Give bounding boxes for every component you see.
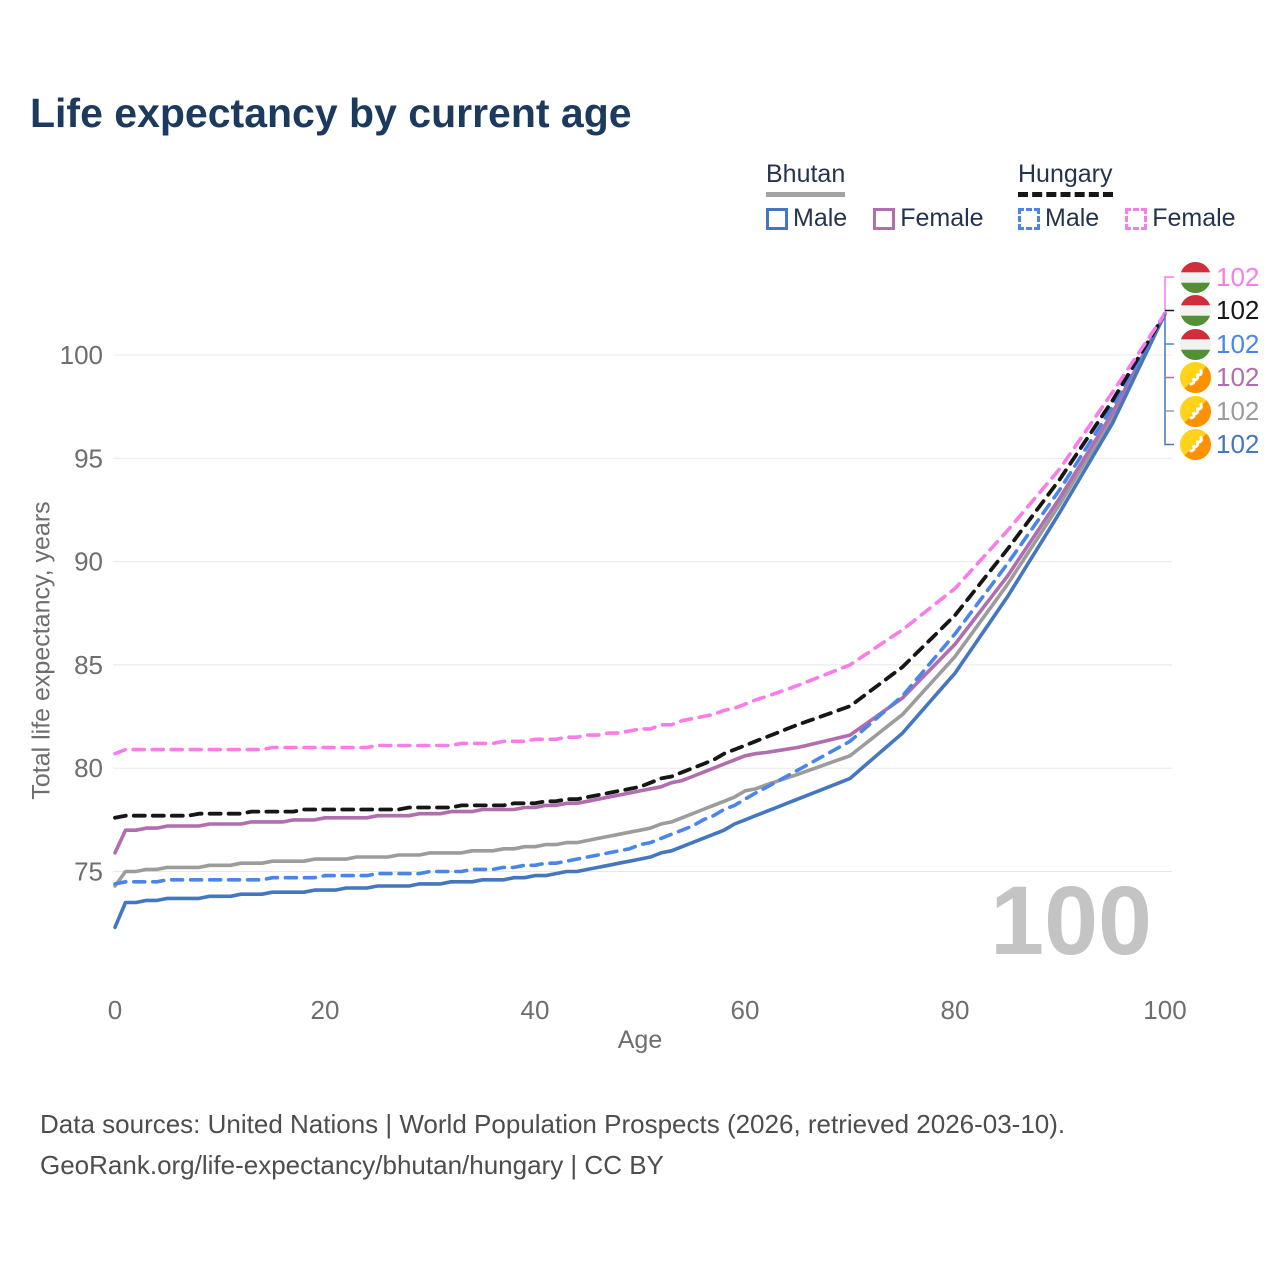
end-value-hungary-male: 102	[1216, 328, 1260, 359]
footer: Data sources: United Nations | World Pop…	[40, 1104, 1065, 1186]
series-line-hungary-male[interactable]	[113, 311, 1167, 886]
legend-item-bhutan-male[interactable]: Male	[766, 204, 847, 233]
legend-label-hungary-male: Male	[1045, 204, 1100, 232]
x-tick-label-20: 20	[311, 995, 340, 1025]
end-label-hungary: 102	[1180, 295, 1259, 327]
series-line-bhutan[interactable]	[113, 311, 1167, 888]
y-tick-label-80: 80	[74, 753, 103, 783]
bhutan-flag-icon	[1180, 362, 1211, 393]
y-tick-label-85: 85	[74, 650, 103, 680]
end-value-bhutan: 102	[1216, 395, 1260, 426]
x-tick-label-100: 100	[1143, 995, 1186, 1025]
hungary-flag-icon	[1180, 295, 1211, 326]
end-label-hungary-male: 102	[1180, 328, 1259, 360]
legend-item-hungary-male[interactable]: Male	[1018, 204, 1099, 233]
x-tick-label-40: 40	[521, 995, 550, 1025]
series-line-hungary[interactable]	[113, 311, 1167, 820]
legend-country-bhutan[interactable]: Bhutan	[766, 160, 846, 197]
hungary-flag-icon	[1180, 328, 1211, 360]
age-counter-watermark: 100	[990, 866, 1152, 975]
y-axis-title: Total life expectancy, years	[27, 500, 56, 800]
legend-item-hungary-female[interactable]: Female	[1125, 204, 1236, 233]
y-tick-label-95: 95	[74, 443, 103, 473]
end-label-bhutan: 102	[1180, 395, 1259, 427]
y-tick-label-75: 75	[74, 857, 103, 887]
leader-hungary-female	[1164, 276, 1174, 314]
x-axis-title: Age	[617, 1026, 663, 1054]
hungary-flag-icon	[1180, 261, 1211, 293]
bhutan-flag-icon	[1180, 429, 1211, 460]
legend-item-bhutan-female[interactable]: Female	[873, 204, 984, 233]
x-tick-label-0: 0	[108, 995, 122, 1025]
footer-url: GeoRank.org/life-expectancy/bhutan/hunga…	[40, 1150, 664, 1180]
hungary-female-swatch	[1125, 207, 1148, 230]
end-value-hungary: 102	[1216, 295, 1260, 325]
y-axis-title-wrap: Total life expectancy, years	[18, 360, 66, 940]
bhutan-flag-icon	[1180, 362, 1211, 393]
legend-country-hungary[interactable]: Hungary	[1018, 160, 1113, 197]
end-label-hungary-female: 102	[1180, 261, 1259, 293]
legend-group-bhutan: Bhutan Male Female	[766, 160, 984, 233]
footer-data-sources: Data sources: United Nations | World Pop…	[40, 1109, 1066, 1139]
legend-label-bhutan-male: Male	[793, 204, 848, 232]
page-title: Life expectancy by current age	[30, 90, 632, 136]
y-tick-label-100: 100	[60, 340, 103, 370]
end-value-bhutan-female: 102	[1216, 362, 1260, 392]
bhutan-flag-icon	[1180, 395, 1211, 427]
legend-label-bhutan-female: Female	[900, 204, 984, 232]
bhutan-male-swatch	[766, 207, 788, 230]
end-value-hungary-female: 102	[1216, 261, 1260, 292]
leader-bhutan-male	[1164, 313, 1174, 446]
x-tick-label-60: 60	[731, 995, 760, 1025]
end-value-bhutan-male: 102	[1216, 429, 1260, 459]
hungary-flag-icon	[1180, 261, 1211, 293]
series-line-bhutan-female[interactable]	[113, 311, 1167, 855]
hungary-flag-icon	[1180, 328, 1211, 360]
hungary-male-swatch	[1018, 207, 1040, 230]
bhutan-female-swatch	[873, 207, 896, 230]
x-tick-label-80: 80	[941, 995, 970, 1025]
bhutan-flag-icon	[1180, 395, 1211, 427]
series-line-bhutan-male[interactable]	[113, 311, 1167, 930]
hungary-flag-icon	[1180, 295, 1211, 326]
y-tick-label-90: 90	[74, 547, 103, 577]
end-label-bhutan-female: 102	[1180, 362, 1259, 394]
end-label-bhutan-male: 102	[1180, 429, 1259, 461]
bhutan-flag-icon	[1180, 429, 1211, 460]
legend-label-hungary-female: Female	[1152, 204, 1236, 232]
series-line-hungary-female[interactable]	[113, 311, 1167, 756]
legend-group-hungary: Hungary Male Female	[1018, 160, 1236, 233]
